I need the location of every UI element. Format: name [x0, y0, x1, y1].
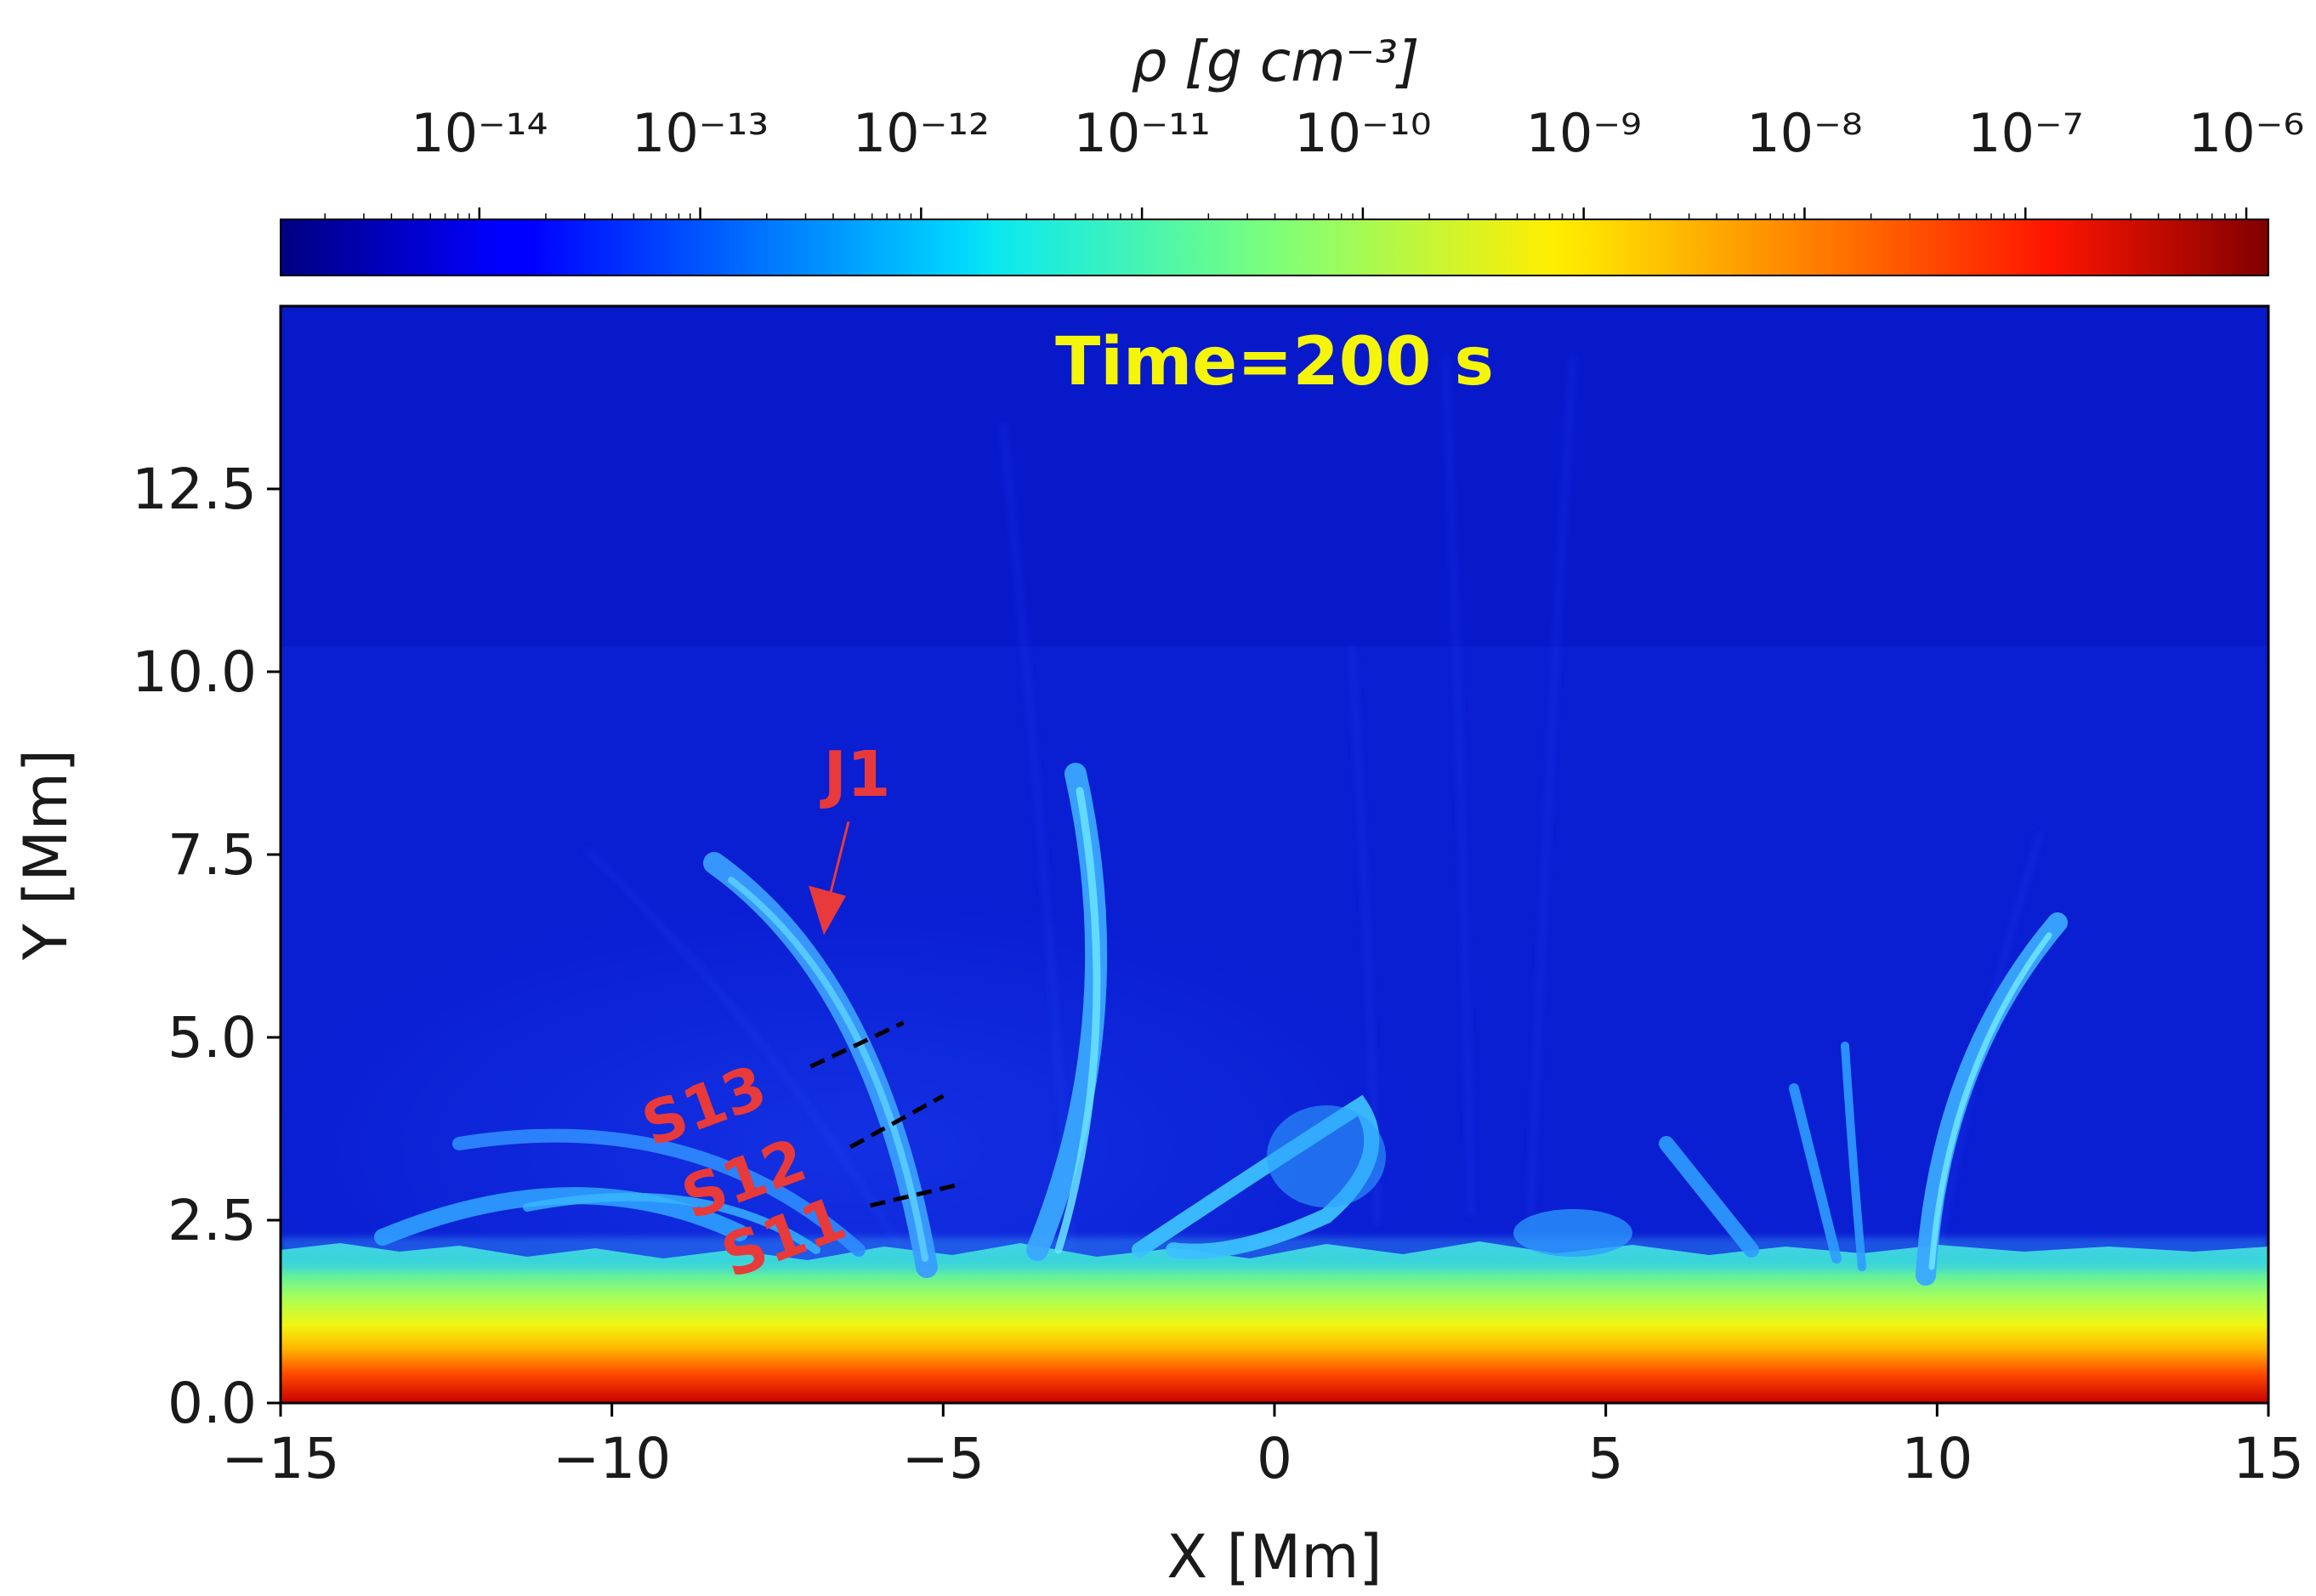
x-tick-label: 0	[1257, 1426, 1292, 1491]
colorbar-label: ρ [g cm⁻³]	[1131, 29, 1419, 94]
right-jet-2	[1789, 1083, 1842, 1264]
slit-s13	[809, 1020, 905, 1069]
y-tick-label: 0.0	[167, 1371, 257, 1436]
colorbar-tick-label: 10⁻⁸	[1746, 102, 1862, 164]
y-tick-label: 5.0	[167, 1005, 257, 1071]
jet-center-left-core	[1054, 787, 1101, 1254]
colorbar: ρ [g cm⁻³] 10⁻¹⁴ 10⁻¹³ 10⁻¹² 10⁻¹¹ 10⁻¹⁰ 10⁻⁹…	[280, 29, 2304, 276]
x-tick-label: −10	[553, 1426, 671, 1491]
x-axis: −15 −10 −5 0 5 10 15	[221, 1403, 2304, 1491]
colorbar-tick-label: 10⁻¹³	[632, 102, 769, 164]
y-tick-label: 12.5	[132, 457, 257, 522]
colorbar-tick-label: 10⁻¹¹	[1073, 102, 1210, 164]
colorbar-gradient	[280, 219, 2269, 276]
x-tick-label: 15	[2233, 1426, 2304, 1491]
time-title: Time=200 s	[1055, 324, 1494, 400]
annotation-arrow-head	[809, 885, 847, 935]
right-arc-jet-core	[1928, 932, 2052, 1270]
chromosphere-band	[281, 1241, 2268, 1403]
y-tick-label: 10.0	[132, 639, 257, 705]
y-axis-label: Y [Mm]	[11, 749, 81, 961]
y-axis: 0.0 2.5 5.0 7.5 10.0 12.5	[132, 457, 281, 1436]
upper-corona	[281, 306, 2268, 646]
x-tick-label: −15	[221, 1426, 339, 1491]
colorbar-ticks	[324, 207, 2248, 219]
colorbar-tick-label: 10⁻⁹	[1525, 102, 1641, 164]
annotation-arrow-shaft	[829, 821, 850, 893]
left-loop-2	[452, 1128, 866, 1257]
colorbar-tick-label: 10⁻¹⁴	[411, 102, 548, 164]
x-tick-label: 5	[1588, 1426, 1624, 1491]
x-axis-label: X [Mm]	[1167, 1522, 1382, 1592]
left-loop-3	[523, 1192, 820, 1254]
central-blob	[1267, 1105, 1386, 1207]
jet-structures	[374, 763, 2068, 1286]
y-tick-label: 2.5	[167, 1188, 257, 1253]
slit-s11	[870, 1181, 964, 1208]
right-jet-1	[1659, 1136, 1759, 1258]
x-tick-label: −5	[902, 1426, 985, 1491]
mound	[1513, 1209, 1632, 1257]
slit-s12	[849, 1093, 945, 1150]
colorbar-tick-label: 10⁻⁶	[2188, 102, 2304, 164]
colorbar-tick-label: 10⁻¹⁰	[1294, 102, 1431, 164]
jet-J1-core	[728, 877, 928, 1262]
annotation-label-j1: J1	[820, 738, 891, 811]
colorbar-tick-labels: 10⁻¹⁴ 10⁻¹³ 10⁻¹² 10⁻¹¹ 10⁻¹⁰ 10⁻⁹ 10⁻⁸ 10⁻⁷ 10⁻…	[411, 102, 2304, 164]
left-loop-1	[374, 1187, 748, 1246]
heatmap-plot	[281, 306, 2268, 1403]
x-tick-label: 10	[1901, 1426, 1973, 1491]
colorbar-tick-label: 10⁻⁷	[1967, 102, 2083, 164]
colorbar-tick-label: 10⁻¹²	[853, 102, 990, 164]
right-jet-3	[1841, 1042, 1866, 1271]
y-tick-label: 7.5	[167, 822, 257, 888]
faint-field-lines	[584, 356, 2043, 1252]
